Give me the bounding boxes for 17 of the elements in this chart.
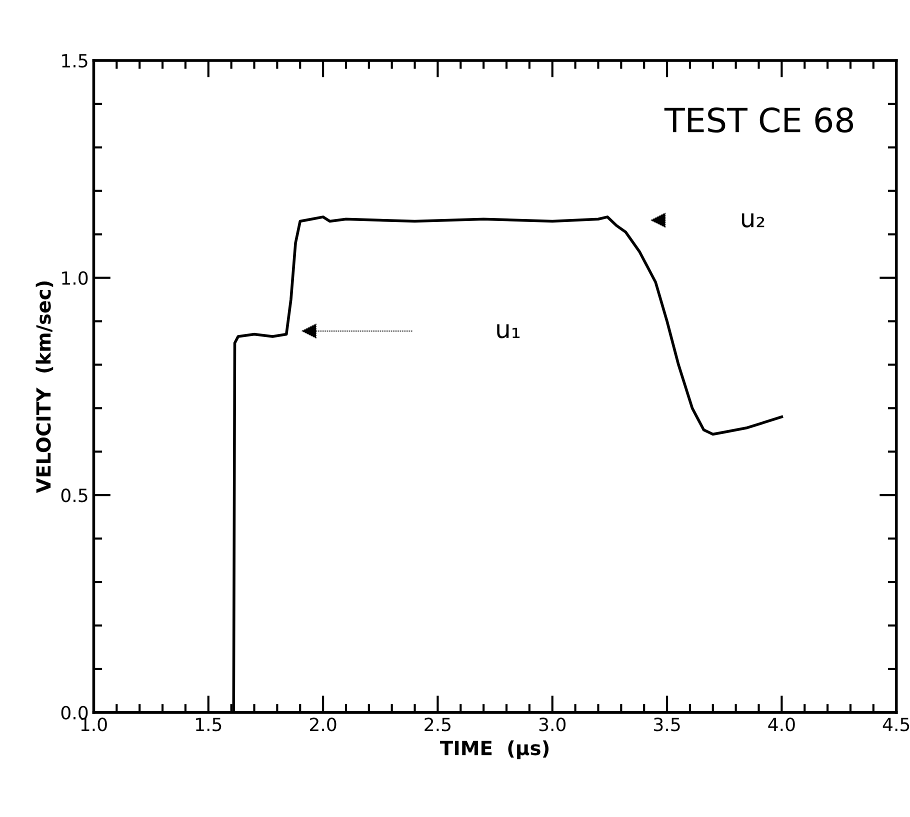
x-axis-title: TIME (μs): [440, 740, 549, 760]
y-axis-title: VELOCITY (km/sec): [36, 281, 54, 493]
y-tick-label: 1.0: [62, 271, 88, 285]
text: TEST CE 68: [664, 107, 854, 133]
x-tick-label: 3.5: [654, 718, 680, 732]
y-tick-label: 0.0: [61, 706, 88, 720]
x-tick-label: 1.5: [196, 718, 222, 732]
x-tick-label: 4.0: [768, 718, 795, 732]
annotation: u₂: [742, 213, 764, 228]
annotation: u₁: [497, 324, 520, 338]
x-tick-label: 3.0: [539, 718, 566, 732]
x-tick-label: 2.5: [424, 718, 450, 732]
y-tick-label: 0.5: [61, 488, 88, 502]
y-tick-label: 1.5: [62, 54, 88, 68]
x-tick-label: 1.0: [81, 718, 107, 732]
x-tick-label: 2.0: [310, 718, 336, 732]
x-tick-label: 4.5: [882, 718, 910, 732]
